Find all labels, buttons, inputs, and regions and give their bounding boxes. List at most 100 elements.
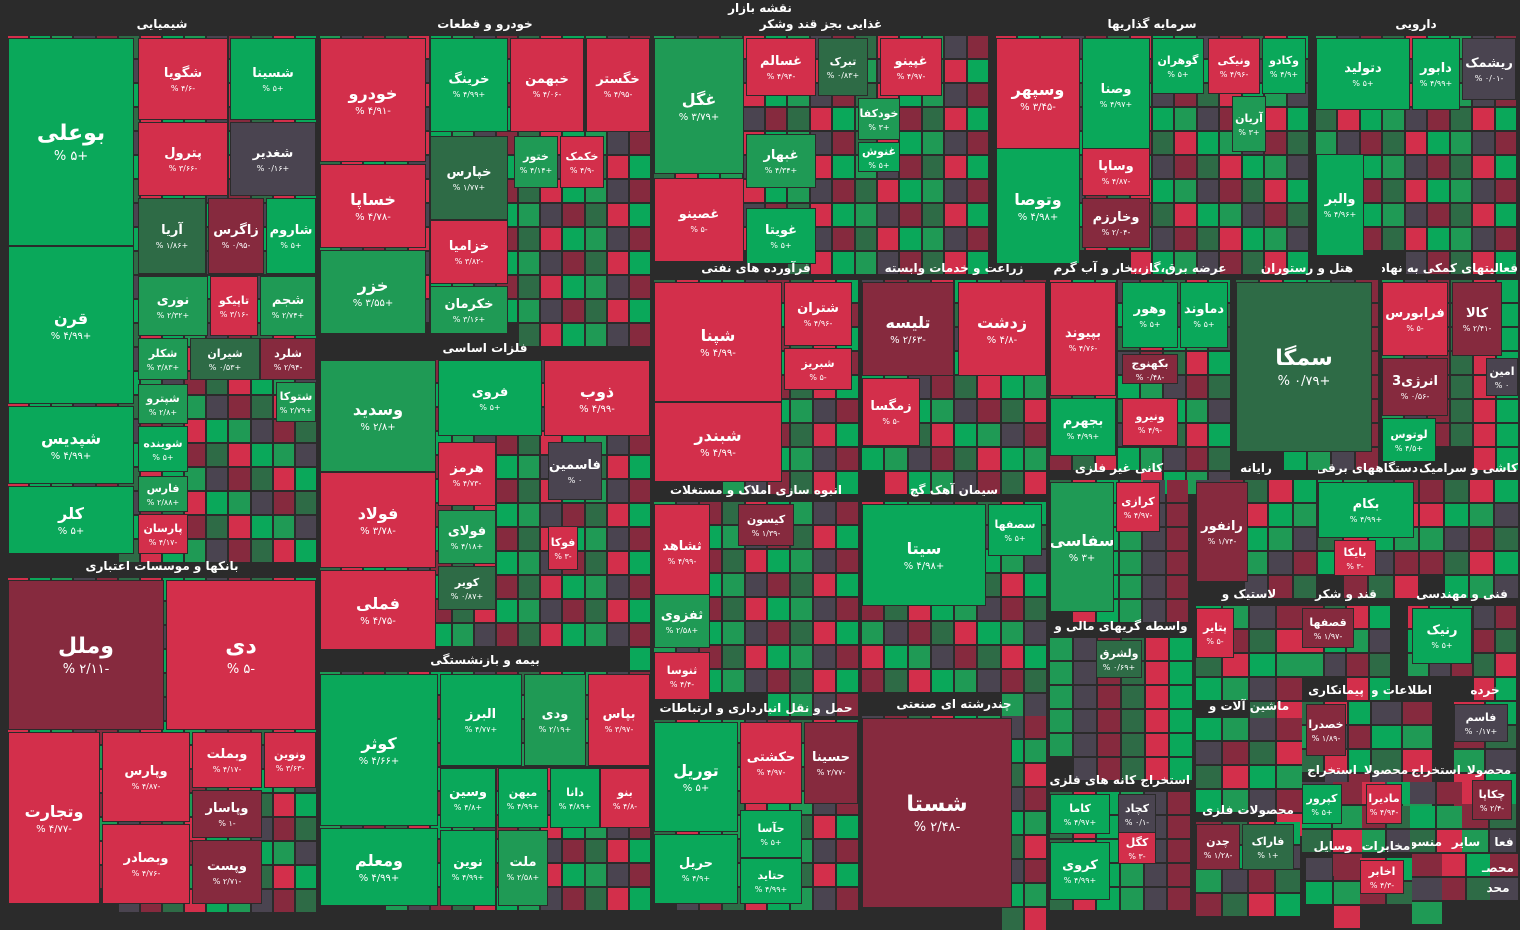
small-stock-tile[interactable]	[1074, 638, 1096, 660]
small-stock-tile[interactable]	[629, 552, 650, 574]
small-stock-tile[interactable]	[1074, 710, 1096, 732]
small-stock-tile[interactable]	[541, 204, 562, 226]
small-stock-tile[interactable]	[1474, 448, 1495, 470]
stock-tile[interactable]: کویر +۰/۸۷ %	[438, 566, 496, 610]
small-stock-tile[interactable]	[563, 276, 584, 298]
stock-tile[interactable]: ونیکی -۴/۹۶ %	[1208, 38, 1260, 94]
small-stock-tile[interactable]	[788, 108, 809, 130]
small-stock-tile[interactable]	[519, 228, 540, 250]
small-stock-tile[interactable]	[1445, 552, 1468, 574]
small-stock-tile[interactable]	[878, 228, 899, 250]
small-stock-tile[interactable]	[791, 670, 813, 692]
small-stock-tile[interactable]	[585, 204, 606, 226]
small-stock-tile[interactable]	[833, 204, 854, 226]
small-stock-tile[interactable]	[629, 840, 650, 862]
stock-tile[interactable]: دابور +۴/۹۹ %	[1412, 38, 1460, 110]
stock-tile[interactable]: خزر +۳/۵۵ %	[320, 250, 426, 334]
small-stock-tile[interactable]	[922, 228, 944, 250]
stock-tile[interactable]: خزامیا -۳/۸۲ %	[430, 220, 508, 284]
stock-tile[interactable]: وپاسار -۱ %	[192, 790, 262, 838]
small-stock-tile[interactable]	[1451, 424, 1472, 446]
small-stock-tile[interactable]	[1495, 132, 1516, 154]
stock-tile[interactable]: ونیرو -۴/۹ %	[1122, 398, 1178, 446]
small-stock-tile[interactable]	[900, 228, 921, 250]
small-stock-tile[interactable]	[1024, 448, 1046, 470]
small-stock-tile[interactable]	[837, 598, 858, 620]
small-stock-tile[interactable]	[563, 300, 584, 322]
small-stock-tile[interactable]	[1495, 528, 1518, 550]
small-stock-tile[interactable]	[541, 576, 562, 598]
small-stock-tile[interactable]	[978, 622, 1000, 644]
small-stock-tile[interactable]	[1495, 252, 1516, 274]
small-stock-tile[interactable]	[768, 622, 790, 644]
small-stock-tile[interactable]	[1332, 448, 1354, 470]
small-stock-tile[interactable]	[1428, 180, 1449, 202]
small-stock-tile[interactable]	[791, 598, 813, 620]
small-stock-tile[interactable]	[1223, 742, 1248, 764]
small-stock-tile[interactable]	[1470, 552, 1493, 574]
small-stock-tile[interactable]	[273, 516, 294, 538]
small-stock-tile[interactable]	[1306, 858, 1332, 880]
small-stock-tile[interactable]	[185, 540, 206, 562]
small-stock-tile[interactable]	[1242, 228, 1264, 250]
small-stock-tile[interactable]	[855, 252, 877, 274]
small-stock-tile[interactable]	[945, 108, 966, 130]
small-stock-tile[interactable]	[1369, 576, 1393, 598]
small-stock-tile[interactable]	[251, 420, 272, 442]
small-stock-tile[interactable]	[745, 646, 767, 668]
stock-tile[interactable]: ومعلم +۴/۹۹ %	[320, 828, 438, 906]
small-stock-tile[interactable]	[922, 252, 944, 274]
small-stock-tile[interactable]	[833, 108, 854, 130]
small-stock-tile[interactable]	[185, 396, 206, 418]
small-stock-tile[interactable]	[955, 424, 977, 446]
small-stock-tile[interactable]	[185, 420, 206, 442]
stock-tile[interactable]: کروی +۴/۹۹ %	[1050, 842, 1110, 900]
small-stock-tile[interactable]	[1024, 884, 1046, 906]
stock-tile[interactable]: غگل +۳/۷۹ %	[654, 38, 744, 174]
small-stock-tile[interactable]	[1242, 180, 1264, 202]
stock-tile[interactable]: وخارزم -۲/۰۴ %	[1082, 198, 1150, 248]
small-stock-tile[interactable]	[791, 502, 813, 524]
small-stock-tile[interactable]	[1495, 204, 1516, 226]
small-stock-tile[interactable]	[1420, 504, 1443, 526]
stock-tile[interactable]: نوری +۲/۳۲ %	[138, 276, 208, 336]
small-stock-tile[interactable]	[229, 540, 250, 562]
stock-tile[interactable]: سیتا +۴/۹۸ %	[862, 504, 986, 606]
small-stock-tile[interactable]	[1153, 156, 1174, 178]
stock-tile[interactable]: غویتا +۵ %	[746, 208, 816, 264]
small-stock-tile[interactable]	[1497, 280, 1518, 302]
small-stock-tile[interactable]	[837, 694, 858, 716]
small-stock-tile[interactable]	[1121, 864, 1143, 886]
stock-tile[interactable]: کوثر +۴/۶۶ %	[320, 674, 438, 826]
small-stock-tile[interactable]	[1001, 448, 1023, 470]
small-stock-tile[interactable]	[931, 376, 953, 398]
small-stock-tile[interactable]	[519, 624, 540, 646]
small-stock-tile[interactable]	[273, 540, 294, 562]
small-stock-tile[interactable]	[1495, 108, 1516, 130]
small-stock-tile[interactable]	[1302, 654, 1323, 676]
small-stock-tile[interactable]	[945, 228, 966, 250]
stock-tile[interactable]: آریان +۳ %	[1232, 96, 1266, 152]
small-stock-tile[interactable]	[955, 670, 977, 692]
stock-tile[interactable]: شاروم +۵ %	[266, 198, 316, 274]
small-stock-tile[interactable]	[1334, 906, 1360, 928]
small-stock-tile[interactable]	[1496, 630, 1516, 652]
small-stock-tile[interactable]	[900, 108, 921, 130]
small-stock-tile[interactable]	[585, 300, 606, 322]
stock-tile[interactable]: بپاس -۳/۹۷ %	[588, 674, 650, 766]
stock-tile[interactable]: خبهمن -۴/۰۶ %	[510, 38, 584, 132]
small-stock-tile[interactable]	[931, 646, 953, 668]
stock-tile[interactable]: خگستر -۴/۹۵ %	[586, 38, 650, 132]
small-stock-tile[interactable]	[585, 324, 606, 346]
small-stock-tile[interactable]	[1121, 888, 1143, 910]
small-stock-tile[interactable]	[1269, 576, 1292, 598]
small-stock-tile[interactable]	[1168, 816, 1190, 838]
small-stock-tile[interactable]	[1153, 132, 1174, 154]
small-stock-tile[interactable]	[768, 574, 790, 596]
small-stock-tile[interactable]	[1222, 870, 1247, 892]
small-stock-tile[interactable]	[1450, 180, 1472, 202]
small-stock-tile[interactable]	[1338, 108, 1359, 130]
small-stock-tile[interactable]	[1024, 740, 1046, 762]
small-stock-tile[interactable]	[1293, 480, 1316, 502]
small-stock-tile[interactable]	[1269, 552, 1292, 574]
